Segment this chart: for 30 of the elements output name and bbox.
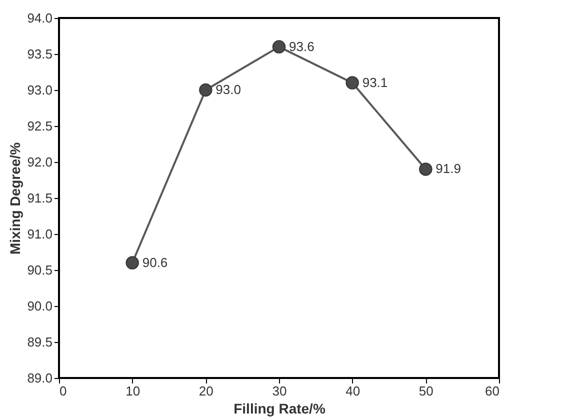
point — [126, 256, 139, 270]
data-label: 93.0 — [216, 82, 241, 97]
x-tick-label: 50 — [418, 384, 434, 398]
x-tick-label: 60 — [485, 384, 500, 398]
y-tick-label: 91.0 — [27, 226, 52, 242]
point — [419, 162, 432, 176]
y-axis-title: Mixing Degree/% — [7, 142, 24, 255]
x-tick-label: 20 — [198, 384, 214, 398]
data-label: 93.6 — [289, 38, 314, 54]
data-label: 90.6 — [142, 254, 168, 270]
y-tick-label: 92.0 — [27, 154, 52, 170]
y-tick-label: 89.0 — [27, 370, 52, 386]
y-tick-label: 91.5 — [27, 190, 52, 206]
data-label: 91.9 — [436, 161, 461, 176]
y-tick-label: 90.5 — [27, 262, 52, 278]
x-tick-label: 40 — [346, 384, 360, 398]
y-tick-label: 90.0 — [27, 298, 52, 314]
y-tick-label: 93.5 — [27, 46, 52, 62]
point — [346, 76, 359, 90]
x-tick-label: 30 — [272, 384, 287, 398]
point — [199, 83, 212, 97]
y-tick-label: 89.5 — [27, 334, 52, 350]
point — [272, 40, 286, 54]
data-label: 93.1 — [362, 74, 388, 90]
x-tick-label: 10 — [126, 384, 140, 398]
y-tick-label: 94.0 — [27, 10, 52, 26]
x-tick-label: 0 — [60, 384, 67, 398]
y-tick-label: 93.0 — [27, 82, 52, 98]
y-tick-label: 92.5 — [27, 118, 52, 134]
x-axis-title: Filling Rate/% — [234, 400, 326, 416]
